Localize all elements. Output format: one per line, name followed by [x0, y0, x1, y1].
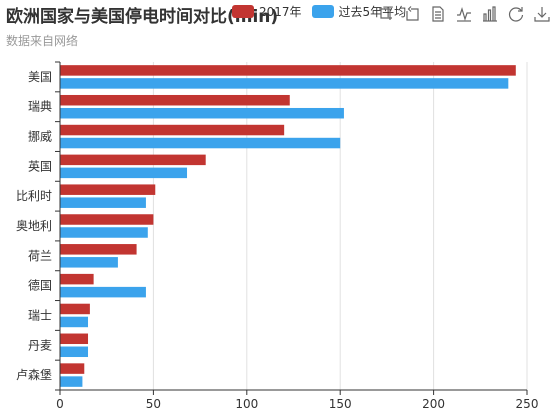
save-image-icon: [534, 7, 550, 22]
bar-5yr-avg-5[interactable]: [60, 227, 148, 238]
y-tick-label-9: 丹麦: [28, 338, 52, 352]
legend-swatch-2017: [232, 5, 254, 18]
restore-icon: [508, 7, 524, 22]
bar-2017-2[interactable]: [60, 124, 285, 136]
bar-5yr-avg-1[interactable]: [60, 107, 344, 119]
bar-2017-3[interactable]: [60, 154, 206, 166]
bar-5yr-avg-9[interactable]: [60, 346, 89, 358]
bar-2017-4[interactable]: [60, 184, 156, 195]
bar-5yr-avg-10[interactable]: [60, 376, 83, 387]
zoom-reset-button[interactable]: [402, 4, 422, 24]
save-image-button[interactable]: [532, 4, 550, 24]
bar-2017-1[interactable]: [60, 94, 290, 106]
y-tick-label-0: 美国: [28, 70, 52, 84]
bar-2017-8[interactable]: [60, 303, 90, 315]
bar-2017-9[interactable]: [60, 333, 89, 345]
y-tick-label-5: 奥地利: [16, 219, 52, 233]
bar-5yr-avg-0[interactable]: [60, 78, 509, 89]
toolbox: [376, 4, 550, 24]
legend-label-2017: 2017年: [259, 5, 302, 19]
y-tick-label-1: 瑞典: [28, 100, 52, 114]
restore-button[interactable]: [506, 4, 526, 24]
bar-chart-icon: [483, 6, 497, 22]
zoom-in-icon: [379, 7, 392, 20]
bar-5yr-avg-7[interactable]: [60, 286, 146, 298]
x-tick-label-1: 50: [146, 397, 161, 411]
bar-chart-button[interactable]: [480, 4, 500, 24]
data-view-button[interactable]: [428, 4, 448, 24]
data-view-icon: [432, 6, 444, 22]
chart-subtitle: 数据来自网络: [6, 34, 79, 48]
chart-title: 欧洲国家与美国停电时间对比(min): [6, 7, 279, 27]
legend-swatch-5yr-avg: [311, 5, 334, 18]
x-tick-label-3: 150: [329, 397, 352, 411]
bar-2017-7[interactable]: [60, 273, 94, 285]
zoom-in-button[interactable]: [376, 4, 396, 24]
zoom-reset-icon: [406, 6, 419, 21]
x-tick-label-5: 250: [516, 397, 539, 411]
x-tick-label-4: 200: [422, 397, 445, 411]
bar-2017-10[interactable]: [60, 363, 85, 374]
bar-5yr-avg-3[interactable]: [60, 167, 188, 179]
legend-item-2017[interactable]: 2017年: [232, 3, 302, 20]
line-chart-button[interactable]: [454, 4, 474, 24]
bar-2017-0[interactable]: [60, 65, 516, 76]
y-tick-label-7: 德国: [28, 278, 52, 293]
y-tick-label-8: 瑞士: [28, 308, 52, 322]
y-tick-label-3: 英国: [28, 159, 52, 173]
y-tick-label-4: 比利时: [16, 189, 52, 203]
y-tick-label-2: 挪威: [28, 130, 52, 144]
x-tick-label-0: 0: [56, 397, 64, 411]
line-chart-icon: [457, 7, 471, 22]
y-tick-label-10: 卢森堡: [16, 367, 52, 382]
bar-5yr-avg-4[interactable]: [60, 197, 146, 208]
bar-2017-5[interactable]: [60, 214, 154, 225]
y-tick-label-6: 荷兰: [28, 249, 52, 263]
bar-5yr-avg-2[interactable]: [60, 137, 341, 149]
bar-5yr-avg-8[interactable]: [60, 316, 89, 328]
x-tick-label-2: 100: [235, 397, 258, 411]
bar-5yr-avg-6[interactable]: [60, 257, 118, 268]
bar-2017-6[interactable]: [60, 244, 137, 255]
